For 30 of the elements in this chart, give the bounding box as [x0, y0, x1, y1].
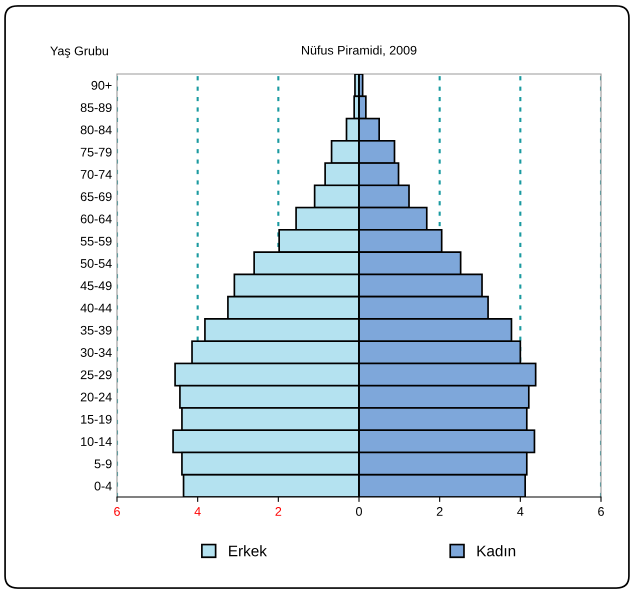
y-tick-label: 75-79	[80, 148, 112, 157]
y-tick-label: 65-69	[80, 192, 112, 202]
y-tick-label: 5-9	[94, 459, 112, 468]
y-tick-label: 50-54	[80, 259, 112, 268]
y-tick-label: 85-89	[80, 103, 112, 112]
y-tick-label: 40-44	[80, 304, 112, 312]
chart-title: Nüfus Piramidi, 2009	[302, 45, 416, 56]
x-tick-label: 6	[114, 507, 120, 516]
x-tick-label: 0	[356, 507, 362, 516]
y-tick-label: 25-29	[80, 370, 112, 380]
legend-label: Kadın	[477, 545, 516, 556]
y-tick-label: 10-14	[81, 437, 112, 446]
y-tick-label: 45-49	[80, 281, 112, 290]
y-tick-label: 15-19	[81, 414, 112, 424]
y-tick-label: 20-24	[80, 392, 112, 402]
x-tick-label: 2	[275, 507, 282, 516]
y-tick-label: 70-74	[80, 170, 112, 179]
x-tick-label: 4	[517, 507, 524, 516]
y-tick-label: 90+	[92, 80, 112, 90]
y-tick-label: 80-84	[80, 125, 112, 134]
legend-label: Erkek	[229, 545, 267, 556]
y-tick-label: 35-39	[80, 326, 112, 335]
y-tick-label: 30-34	[80, 348, 112, 357]
y-axis-title: Yaş Grubu	[50, 46, 108, 58]
x-tick-label: 6	[598, 507, 604, 516]
y-tick-label: 55-59	[80, 236, 112, 246]
y-tick-label: 0-4	[94, 482, 112, 491]
y-tick-label: 60-64	[80, 214, 112, 224]
x-tick-label: 2	[436, 507, 443, 516]
x-tick-label: 4	[194, 507, 201, 516]
